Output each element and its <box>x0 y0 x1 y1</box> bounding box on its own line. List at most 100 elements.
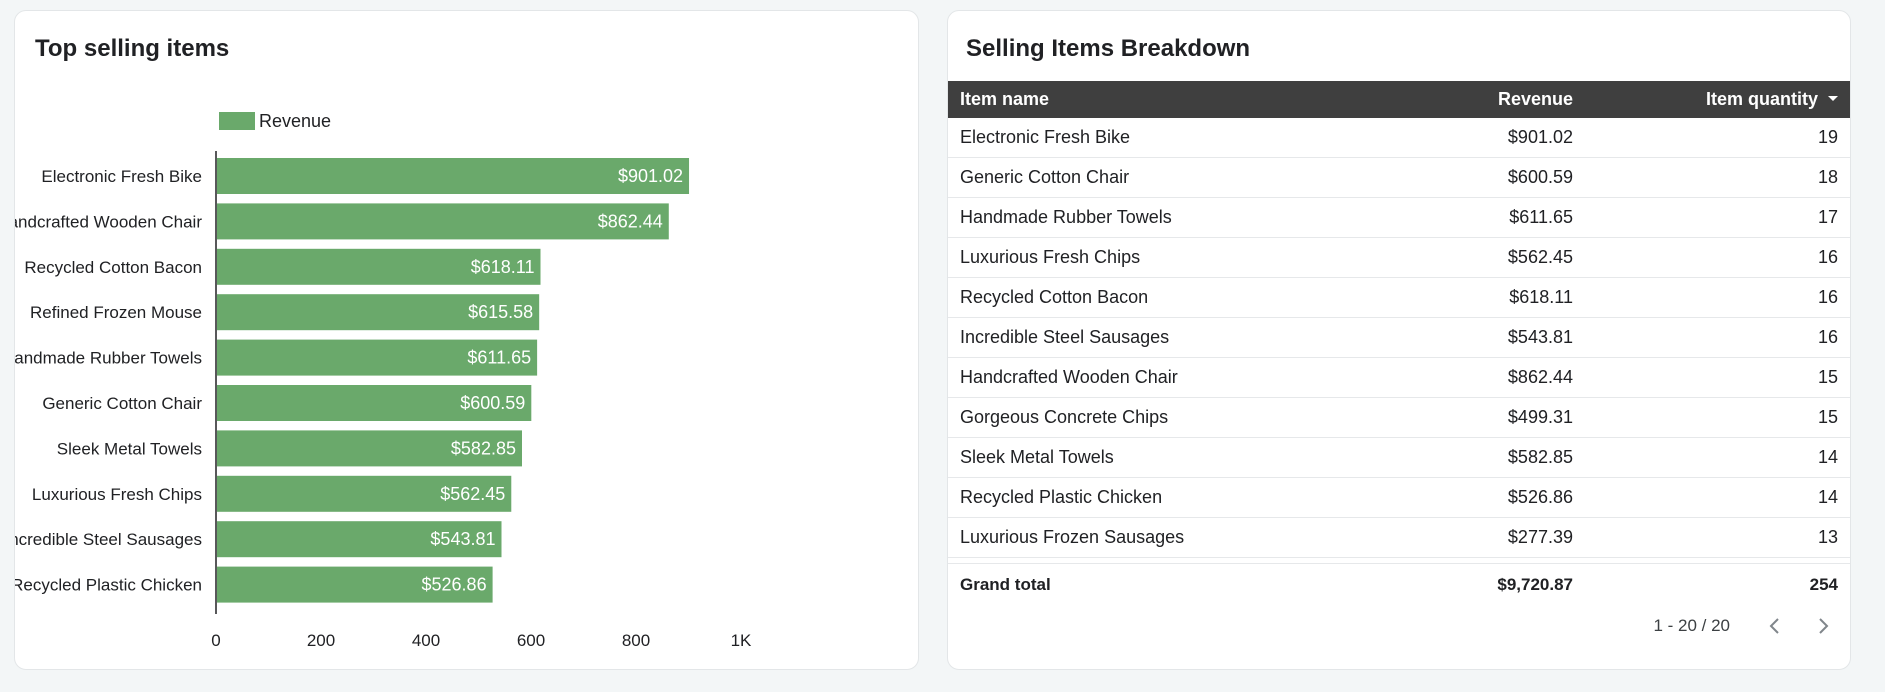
bar-value-label: $600.59 <box>460 393 525 413</box>
x-tick-label: 200 <box>307 631 335 650</box>
cell-item-quantity: 18 <box>1817 167 1838 187</box>
x-tick-label: 400 <box>412 631 440 650</box>
cell-revenue: $618.11 <box>1509 287 1573 307</box>
pagination: 1 - 20 / 20 <box>948 611 1850 641</box>
pagination-range: 1 - 20 / 20 <box>1653 616 1730 635</box>
grand-total-quantity: 254 <box>1809 575 1838 594</box>
chevron-left-icon <box>1769 618 1779 634</box>
cell-item-name: Recycled Cotton Bacon <box>960 287 1149 307</box>
cell-item-quantity: 14 <box>1817 447 1838 467</box>
bar <box>217 521 502 558</box>
column-header-revenue[interactable]: Revenue <box>1408 89 1573 110</box>
column-header-item-name[interactable]: Item name <box>948 89 1408 110</box>
cell-item-quantity: 16 <box>1817 327 1838 347</box>
cell-item-quantity: 16 <box>1817 247 1838 267</box>
cell-revenue: $582.85 <box>1507 447 1573 467</box>
category-label: Recycled Cotton Bacon <box>24 258 202 277</box>
bar-value-label: $582.85 <box>451 438 516 458</box>
table-row[interactable]: Gorgeous Concrete Chips $499.31 15 <box>948 398 1850 438</box>
cell-item-name: Handcrafted Wooden Chair <box>960 367 1178 387</box>
table-row[interactable]: Sleek Metal Towels $582.85 14 <box>948 438 1850 478</box>
chevron-right-icon <box>1819 618 1829 634</box>
cell-item-name: Generic Cotton Chair <box>960 167 1130 187</box>
bar <box>217 430 522 467</box>
cell-item-quantity: 15 <box>1817 367 1838 387</box>
cell-item-name: Gorgeous Concrete Chips <box>960 407 1169 427</box>
cell-revenue: $600.59 <box>1507 167 1573 187</box>
x-tick-label: 600 <box>517 631 545 650</box>
table-row[interactable]: Recycled Cotton Bacon $618.11 16 <box>948 278 1850 318</box>
cell-item-name: Handmade Rubber Towels <box>960 207 1172 227</box>
cell-revenue: $526.86 <box>1507 487 1573 507</box>
category-label: Recycled Plastic Chicken <box>15 576 202 595</box>
breakdown-table: Item name Revenue Item quantity Electron… <box>948 81 1850 606</box>
x-tick-label: 800 <box>622 631 650 650</box>
bar <box>217 294 540 331</box>
column-header-label: Revenue <box>1497 89 1573 109</box>
bar-value-label: $526.86 <box>422 575 487 595</box>
bar-value-label: $543.81 <box>430 529 495 549</box>
cell-revenue: $901.02 <box>1507 127 1573 147</box>
cell-item-quantity: 14 <box>1817 487 1838 507</box>
table-title: Selling Items Breakdown <box>966 35 1251 62</box>
grand-total-revenue: $9,720.87 <box>1497 575 1573 594</box>
bar <box>217 203 669 240</box>
cell-revenue: $611.65 <box>1509 207 1573 227</box>
table-divider <box>948 558 1850 564</box>
bar-value-label: $618.11 <box>471 257 535 277</box>
category-label: Refined Frozen Mouse <box>30 303 202 322</box>
bar <box>217 566 493 603</box>
column-header-item-quantity[interactable]: Item quantity <box>1573 89 1850 110</box>
sort-descending-icon[interactable] <box>1828 95 1838 101</box>
bar-value-label: $901.02 <box>618 166 683 186</box>
cell-item-name: Luxurious Frozen Sausages <box>960 527 1185 547</box>
cell-item-quantity: 13 <box>1817 527 1838 547</box>
bar <box>217 158 690 194</box>
table-row[interactable]: Generic Cotton Chair $600.59 18 <box>948 158 1850 198</box>
cell-revenue: $543.81 <box>1507 327 1573 347</box>
cell-revenue: $277.39 <box>1507 527 1573 547</box>
category-label: Luxurious Fresh Chips <box>32 485 202 504</box>
bar-value-label: $562.45 <box>440 484 505 504</box>
grand-total-label: Grand total <box>960 575 1051 594</box>
x-tick-label: 0 <box>211 631 220 650</box>
cell-item-quantity: 16 <box>1817 287 1838 307</box>
table-row[interactable]: Luxurious Fresh Chips $562.45 16 <box>948 238 1850 278</box>
table-row[interactable]: Handmade Rubber Towels $611.65 17 <box>948 198 1850 238</box>
table-row[interactable]: Handcrafted Wooden Chair $862.44 15 <box>948 358 1850 398</box>
table-row[interactable]: Incredible Steel Sausages $543.81 16 <box>948 318 1850 358</box>
table-row[interactable]: Electronic Fresh Bike $901.02 19 <box>948 118 1850 158</box>
bar <box>217 248 541 285</box>
cell-item-quantity: 15 <box>1817 407 1838 427</box>
revenue-bar-chart: Revenue $901.02 Electronic Fresh Bike $862.… <box>15 111 752 650</box>
bar <box>217 339 538 376</box>
table-row[interactable]: Recycled Plastic Chicken $526.86 14 <box>948 478 1850 518</box>
cell-item-quantity: 17 <box>1817 207 1838 227</box>
cell-item-name: Luxurious Fresh Chips <box>960 247 1141 267</box>
selling-items-breakdown-card: Selling Items Breakdown Item name Revenu… <box>947 10 1851 670</box>
legend-swatch <box>219 112 255 130</box>
table-header-row: Item name Revenue Item quantity <box>948 81 1850 118</box>
previous-page-button[interactable] <box>1760 611 1790 641</box>
category-label: Sleek Metal Towels <box>57 439 202 458</box>
top-selling-items-card: Top selling items Revenue $901.02 Electron… <box>14 10 919 670</box>
column-header-label: Item name <box>960 89 1050 109</box>
legend-label: Revenue <box>259 111 331 131</box>
next-page-button[interactable] <box>1808 611 1838 641</box>
cell-revenue: $562.45 <box>1507 247 1573 267</box>
bar-value-label: $615.58 <box>468 302 533 322</box>
category-label: Generic Cotton Chair <box>42 394 202 413</box>
x-tick-label: 1K <box>731 631 752 650</box>
cell-item-name: Recycled Plastic Chicken <box>960 487 1163 507</box>
cell-item-name: Incredible Steel Sausages <box>960 327 1170 347</box>
table-body: Electronic Fresh Bike $901.02 19 Generic Co… <box>948 118 1850 558</box>
cell-item-name: Electronic Fresh Bike <box>960 127 1131 147</box>
bar-value-label: $611.65 <box>467 348 531 368</box>
category-label: Electronic Fresh Bike <box>41 167 202 186</box>
chart-title: Top selling items <box>35 35 230 62</box>
bar-value-label: $862.44 <box>598 211 663 231</box>
table-row[interactable]: Luxurious Frozen Sausages $277.39 13 <box>948 518 1850 558</box>
bar <box>217 475 512 512</box>
cell-revenue: $862.44 <box>1507 367 1573 387</box>
cell-revenue: $499.31 <box>1507 407 1573 427</box>
